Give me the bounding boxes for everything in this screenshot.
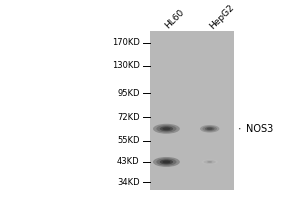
Ellipse shape — [204, 160, 216, 164]
Ellipse shape — [153, 157, 180, 167]
Text: 170KD: 170KD — [112, 38, 140, 47]
Bar — [150, 31, 234, 190]
Ellipse shape — [156, 125, 176, 132]
Text: 72KD: 72KD — [117, 113, 140, 122]
Text: 34KD: 34KD — [117, 178, 140, 187]
Text: 130KD: 130KD — [112, 61, 140, 70]
Ellipse shape — [207, 161, 212, 163]
Text: 95KD: 95KD — [117, 89, 140, 98]
Text: 55KD: 55KD — [117, 136, 140, 145]
Ellipse shape — [202, 126, 217, 132]
Ellipse shape — [162, 127, 170, 130]
Ellipse shape — [207, 128, 213, 130]
Ellipse shape — [206, 161, 214, 163]
Ellipse shape — [153, 124, 180, 134]
Ellipse shape — [156, 158, 176, 166]
Text: NOS3: NOS3 — [239, 124, 273, 134]
Ellipse shape — [200, 125, 219, 133]
Text: HL60: HL60 — [164, 8, 186, 31]
Text: HepG2: HepG2 — [208, 2, 236, 31]
Ellipse shape — [205, 127, 214, 131]
Ellipse shape — [160, 126, 173, 131]
Text: 43KD: 43KD — [117, 157, 140, 166]
Ellipse shape — [160, 159, 173, 164]
Ellipse shape — [202, 159, 218, 164]
Ellipse shape — [162, 160, 170, 163]
